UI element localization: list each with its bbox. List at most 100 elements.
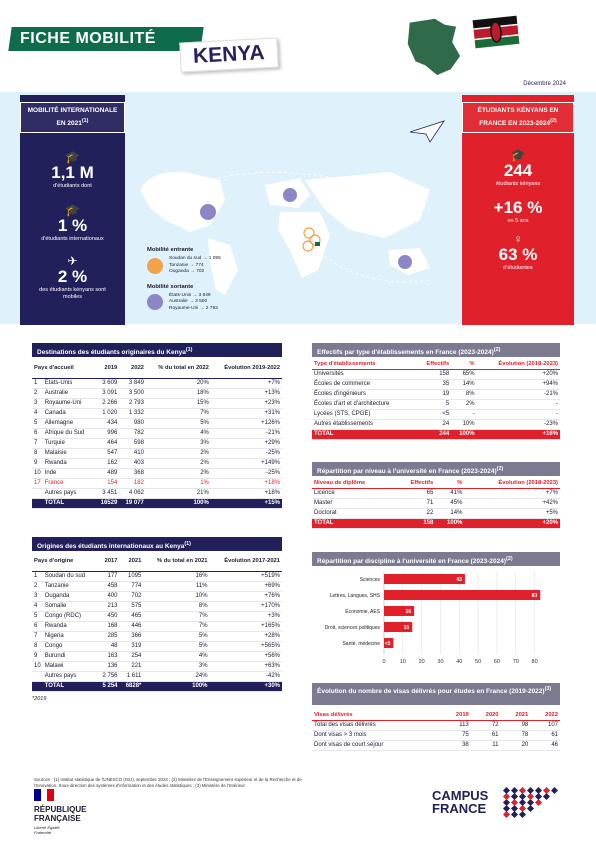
legend-in-line: Soudan du sud → 1 095 (169, 256, 221, 261)
table-cell: 177 (96, 571, 120, 582)
table-cell: +170% (209, 601, 282, 612)
table-cell: 702 (119, 591, 144, 602)
table-cell (32, 671, 43, 682)
table-row: 3 Royaume-Uni 2 266 2 793 15% +23% (32, 398, 282, 409)
table-cell: 6828* (119, 681, 144, 692)
table-cell: 464 (94, 438, 120, 449)
table-cell: +31% (210, 408, 282, 419)
legend-in-line: Ouganda → 702 (169, 269, 205, 274)
table-row: 7 Turquie 464 598 3% +29% (32, 438, 282, 449)
table-row: 10 Malawi 136 221 3% +63% (32, 661, 282, 672)
bar (384, 574, 465, 584)
table-cell: Rwanda (42, 621, 97, 632)
table-row: Dont visas > 3 mois 75 61 78 61 (312, 730, 560, 741)
legend-out-line: Royaume-Uni → 2 793 (169, 305, 218, 311)
table-cell: Écoles d'ingénieurs (312, 389, 416, 400)
mobility-title: MOBILITÉ INTERNATIONALE EN 2021(1) (20, 102, 125, 134)
table-cell (32, 498, 43, 509)
table-cell: Écoles de commerce (312, 379, 416, 390)
table-cell: +30% (209, 681, 282, 692)
stat-growth: +16 % (493, 198, 543, 218)
table-cell: 2% (145, 468, 211, 479)
pattern-diamond (526, 804, 535, 813)
rf-line1: RÉPUBLIQUE (34, 805, 87, 814)
table-cell: Master (312, 498, 395, 509)
table-total-row: TOTAL 244 100% +16% (312, 429, 560, 440)
table-cell: 368 (119, 468, 146, 479)
table-cell: 3% (145, 438, 211, 449)
table-row: 6 Rwanda 168 446 7% +165% (32, 621, 282, 632)
table-cell: 158 (394, 518, 436, 529)
table-cell: 5 (32, 611, 43, 622)
table-cell: +126% (210, 418, 282, 429)
kenya-flag-icon (472, 15, 520, 49)
table-cell: 41% (435, 488, 465, 499)
republique-logo: RÉPUBLIQUE FRANÇAISE Liberté Égalité Fra… (34, 788, 86, 835)
table-row: 1 Soudan du sud 177 1095 16% +519% (32, 571, 282, 582)
table-cell: 3 091 (94, 388, 120, 399)
data-label: 43 (456, 577, 462, 583)
pattern-diamond (542, 792, 551, 801)
graduation-cap-icon: 🎓 (65, 150, 80, 165)
pattern-diamond (502, 804, 511, 813)
table-cell: +42% (464, 498, 560, 509)
table-cell: 221 (119, 661, 144, 672)
table-cell: 980 (119, 418, 146, 429)
stat-intl-label: d'étudiants internationaux (41, 236, 104, 243)
table-row: Autres pays 3 451 4 062 21% +18% (32, 488, 282, 499)
tick-label: 60 (494, 659, 500, 665)
table-row: 5 Allemagne 434 980 5% +126% (32, 418, 282, 429)
stat-mobile-label: des étudiants kényans sont mobiles (39, 287, 106, 301)
data-label: 16 (406, 609, 412, 615)
table-cell: 100% (145, 498, 211, 509)
female-icon: ♀ (513, 232, 523, 247)
table-cell: 15% (145, 398, 211, 409)
table-row: 8 Malaisie 547 410 2% -25% (32, 448, 282, 459)
table-row: 8 Congo 48 319 5% +565% (32, 641, 282, 652)
table-row: 7 Nigeria 285 366 5% +28% (32, 631, 282, 642)
table-cell: 6 (32, 621, 43, 632)
table-cell: 996 (94, 428, 120, 439)
table-row: 2 Australie 3 091 3 500 18% +13% (32, 388, 282, 399)
legend-out-title: Mobilité sortante (147, 283, 194, 290)
table-cell: Licence (312, 488, 395, 499)
table-row: 5 Congo (RDC) 450 465 7% +3% (32, 611, 282, 622)
table-row: Autres pays 2 756 1 611 24% -42% (32, 671, 282, 682)
data-label: 15 (404, 625, 410, 631)
pattern-diamond (510, 810, 519, 818)
table-cell: Autres pays (42, 671, 97, 682)
table-cell: 182 (119, 478, 146, 489)
category-label: Droit, sciences politiques (325, 625, 381, 631)
table-row: Écoles d'art et d'architecture 5 2% - (312, 399, 560, 410)
pattern-diamond (518, 810, 527, 818)
france-title: ÉTUDIANTS KÉNYANS EN FRANCE EN 2023-2024… (462, 102, 574, 134)
table-cell: 4% (145, 428, 211, 439)
table-cell: 10% (451, 419, 477, 430)
table-cell: Universités (312, 369, 416, 380)
legend-in-line: Tanzanie → 774 (169, 262, 204, 268)
table-cell: 35 (415, 379, 452, 390)
bar (384, 622, 413, 632)
table-cell: 6 (32, 428, 43, 439)
table-cell: 2% (451, 399, 477, 410)
table-cell: 5% (143, 631, 210, 642)
table-cell: +16% (476, 429, 560, 440)
tick-label: 40 (456, 659, 462, 665)
table-cell: 489 (94, 468, 120, 479)
table-cell: - (476, 399, 560, 410)
table-total-row: TOTAL 5 254 6828* 100% +30% (32, 681, 282, 692)
bar (384, 606, 415, 616)
pattern-diamond (510, 792, 519, 801)
table-cell: 10 (32, 468, 43, 479)
table-row: Total des visas délivrés 113 72 98 107 (312, 720, 560, 731)
table-cell: Allemagne (42, 418, 95, 429)
table-cell: 434 (94, 418, 120, 429)
table-cell: Afrique du Sud (42, 428, 95, 439)
pattern-diamond (534, 792, 543, 801)
stat-mobile-share: 2 % (57, 267, 88, 287)
table-cell: - (476, 409, 560, 420)
table-cell: 100% (143, 681, 210, 692)
sources-note: Sources : (1) Institut statistique de l'… (34, 777, 302, 788)
table-cell: +69% (209, 581, 282, 592)
table-cell: 11 (470, 740, 501, 751)
